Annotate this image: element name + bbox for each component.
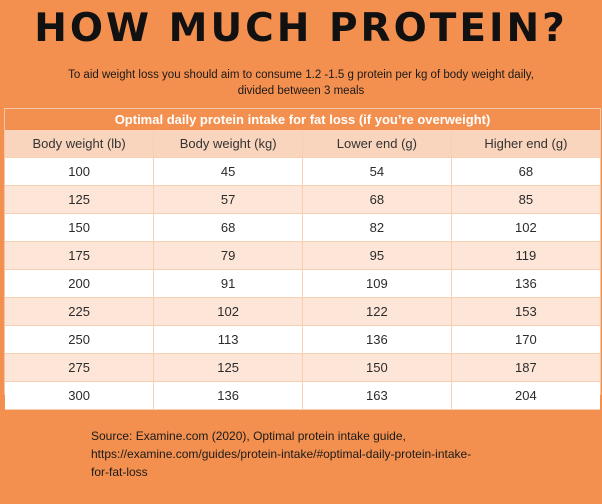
table-cell: 150 bbox=[5, 213, 155, 242]
table-cell: 68 bbox=[153, 213, 303, 242]
intro-text: To aid weight loss you should aim to con… bbox=[0, 67, 602, 99]
table-cell: 91 bbox=[153, 269, 303, 298]
table-cell: 300 bbox=[5, 381, 155, 410]
table-cell: 150 bbox=[302, 353, 452, 382]
table-cell: 225 bbox=[5, 297, 155, 326]
table-cell: 163 bbox=[302, 381, 452, 410]
table-cell: 136 bbox=[451, 269, 600, 298]
table-cell: 200 bbox=[5, 269, 155, 298]
table-row: 100 45 54 68 bbox=[5, 157, 600, 186]
table-cell: 275 bbox=[5, 353, 155, 382]
protein-table: Optimal daily protein intake for fat los… bbox=[4, 108, 601, 410]
table-cell: 102 bbox=[153, 297, 303, 326]
table-cell: 136 bbox=[153, 381, 303, 410]
table-cell: 122 bbox=[302, 297, 452, 326]
intro-line-2: divided between 3 meals bbox=[237, 85, 365, 97]
table-cell: 153 bbox=[451, 297, 600, 326]
source-line-2: https://examine.com/guides/protein-intak… bbox=[91, 447, 472, 461]
table-cell: 119 bbox=[451, 241, 600, 270]
table-cell: 187 bbox=[451, 353, 600, 382]
table-header-row: Body weight (lb) Body weight (kg) Lower … bbox=[5, 130, 600, 158]
page-title: HOW MUCH PROTEIN? bbox=[34, 6, 568, 51]
table-cell: 57 bbox=[153, 185, 303, 214]
table-cell: 68 bbox=[451, 157, 600, 186]
table-cell: 79 bbox=[153, 241, 303, 270]
table-cell: 175 bbox=[5, 241, 155, 270]
source-citation: Source: Examine.com (2020), Optimal prot… bbox=[91, 427, 561, 481]
table-cell: 54 bbox=[302, 157, 452, 186]
column-header-body-weight-lb: Body weight (lb) bbox=[5, 130, 155, 158]
column-header-lower-end: Lower end (g) bbox=[302, 130, 452, 158]
table-row: 150 68 82 102 bbox=[5, 213, 600, 242]
table-row: 225 102 122 153 bbox=[5, 297, 600, 326]
column-header-higher-end: Higher end (g) bbox=[451, 130, 600, 158]
table-cell: 82 bbox=[302, 213, 452, 242]
table-row: 250 113 136 170 bbox=[5, 325, 600, 354]
table-body: 100 45 54 68 125 57 68 85 150 68 82 102 175 79 95 119 20… bbox=[5, 157, 600, 410]
table-row: 200 91 109 136 bbox=[5, 269, 600, 298]
table-cell: 125 bbox=[153, 353, 303, 382]
table-cell: 45 bbox=[153, 157, 303, 186]
table-cell: 136 bbox=[302, 325, 452, 354]
table-cell: 109 bbox=[302, 269, 452, 298]
table-cell: 250 bbox=[5, 325, 155, 354]
table-cell: 125 bbox=[5, 185, 155, 214]
table-row: 125 57 68 85 bbox=[5, 185, 600, 214]
protein-intake-table: Body weight (lb) Body weight (kg) Lower … bbox=[5, 130, 600, 410]
table-row: 275 125 150 187 bbox=[5, 353, 600, 382]
table-title: Optimal daily protein intake for fat los… bbox=[5, 109, 600, 130]
table-cell: 113 bbox=[153, 325, 303, 354]
table-cell: 102 bbox=[451, 213, 600, 242]
intro-line-1: To aid weight loss you should aim to con… bbox=[68, 69, 534, 81]
table-cell: 95 bbox=[302, 241, 452, 270]
table-cell: 170 bbox=[451, 325, 600, 354]
table-cell: 204 bbox=[451, 381, 600, 410]
table-row: 175 79 95 119 bbox=[5, 241, 600, 270]
table-cell: 68 bbox=[302, 185, 452, 214]
source-line-1: Source: Examine.com (2020), Optimal prot… bbox=[91, 429, 406, 443]
table-cell: 100 bbox=[5, 157, 155, 186]
source-line-3: for-fat-loss bbox=[91, 465, 148, 479]
table-cell: 85 bbox=[451, 185, 600, 214]
column-header-body-weight-kg: Body weight (kg) bbox=[153, 130, 303, 158]
table-row: 300 136 163 204 bbox=[5, 381, 600, 410]
